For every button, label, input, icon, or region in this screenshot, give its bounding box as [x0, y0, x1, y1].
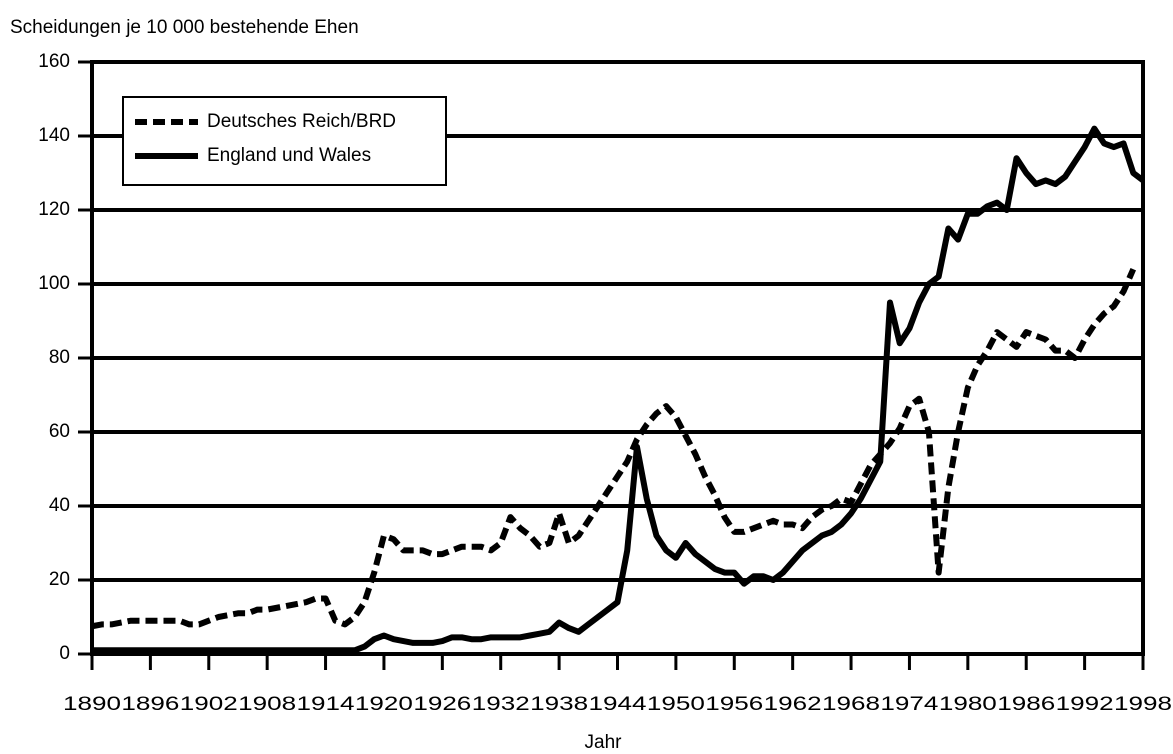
x-tick-label: 1950 [647, 694, 705, 715]
x-tick-label: 1980 [939, 694, 997, 715]
y-tick-label: 40 [49, 495, 70, 516]
y-tick-label: 120 [38, 199, 70, 220]
y-tick-label: 60 [49, 421, 70, 442]
x-axis-label: Jahr [585, 732, 623, 753]
legend-box [122, 96, 447, 186]
x-tick-label: 1938 [530, 694, 588, 715]
x-tick-label: 1998 [1114, 694, 1172, 715]
series-line [91, 267, 1137, 630]
y-tick-label: 80 [49, 347, 70, 368]
series-line [92, 125, 1145, 654]
y-tick-label: 140 [38, 125, 70, 146]
x-tick-label: 1968 [822, 694, 880, 715]
x-tick-label: 1896 [121, 694, 179, 715]
chart-title: Scheidungen je 10 000 bestehende Ehen [10, 17, 359, 38]
x-tick-label: 1920 [355, 694, 413, 715]
x-tick-label: 1986 [997, 694, 1055, 715]
y-tick-label: 100 [38, 273, 70, 294]
x-tick-label: 1932 [472, 694, 530, 715]
x-tick-label: 1926 [413, 694, 471, 715]
y-tick-label: 160 [38, 51, 70, 72]
x-tick-label: 1890 [63, 694, 121, 715]
y-tick-label: 20 [49, 569, 70, 590]
x-tick-label: 1914 [297, 694, 356, 715]
legend-label: England und Wales [207, 145, 371, 166]
x-tick-label: 1992 [1056, 694, 1114, 715]
x-tick-label: 1956 [705, 694, 763, 715]
x-tick-label: 1902 [180, 694, 238, 715]
y-tick-label: 0 [59, 643, 70, 664]
x-tick-label: 1974 [880, 694, 939, 715]
plot-frame [90, 60, 1145, 656]
x-tick-label: 1944 [589, 694, 648, 715]
legend-label: Deutsches Reich/BRD [207, 111, 396, 132]
x-tick-label: 1908 [238, 694, 296, 715]
x-tick-label: 1962 [764, 694, 822, 715]
